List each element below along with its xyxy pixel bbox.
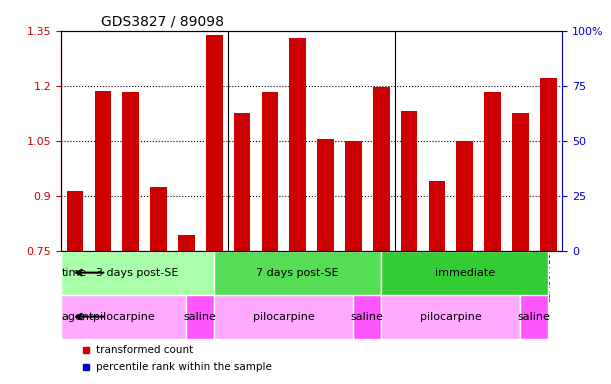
Bar bbox=[317, 139, 334, 251]
Bar bbox=[345, 141, 362, 251]
Text: GDS3827 / 89098: GDS3827 / 89098 bbox=[101, 14, 224, 28]
Text: transformed count: transformed count bbox=[96, 345, 194, 355]
Bar bbox=[512, 113, 529, 251]
Text: 3 days post-SE: 3 days post-SE bbox=[97, 268, 179, 278]
Bar bbox=[206, 35, 222, 251]
Text: pilocarpine: pilocarpine bbox=[93, 312, 155, 322]
Bar bbox=[67, 191, 83, 251]
FancyBboxPatch shape bbox=[61, 295, 186, 339]
Bar bbox=[262, 92, 278, 251]
Bar bbox=[122, 92, 139, 251]
Text: agent: agent bbox=[62, 312, 94, 322]
Text: saline: saline bbox=[351, 312, 384, 322]
Text: saline: saline bbox=[518, 312, 551, 322]
FancyBboxPatch shape bbox=[214, 295, 353, 339]
Text: saline: saline bbox=[184, 312, 217, 322]
Bar bbox=[456, 141, 473, 251]
FancyBboxPatch shape bbox=[521, 295, 548, 339]
Bar bbox=[373, 87, 390, 251]
Bar bbox=[150, 187, 167, 251]
Text: 7 days post-SE: 7 days post-SE bbox=[257, 268, 339, 278]
Bar bbox=[428, 181, 445, 251]
FancyBboxPatch shape bbox=[381, 295, 521, 339]
Text: pilocarpine: pilocarpine bbox=[420, 312, 481, 322]
FancyBboxPatch shape bbox=[381, 251, 548, 295]
FancyBboxPatch shape bbox=[186, 295, 214, 339]
FancyBboxPatch shape bbox=[61, 251, 214, 295]
Bar bbox=[401, 111, 417, 251]
Bar bbox=[95, 91, 111, 251]
Bar bbox=[290, 38, 306, 251]
Bar bbox=[484, 92, 501, 251]
Text: percentile rank within the sample: percentile rank within the sample bbox=[96, 362, 272, 372]
Text: pilocarpine: pilocarpine bbox=[253, 312, 315, 322]
FancyBboxPatch shape bbox=[214, 251, 381, 295]
Text: time: time bbox=[62, 268, 87, 278]
FancyBboxPatch shape bbox=[353, 295, 381, 339]
Bar bbox=[233, 113, 251, 251]
Bar bbox=[540, 78, 557, 251]
Bar bbox=[178, 235, 195, 251]
Text: immediate: immediate bbox=[434, 268, 495, 278]
